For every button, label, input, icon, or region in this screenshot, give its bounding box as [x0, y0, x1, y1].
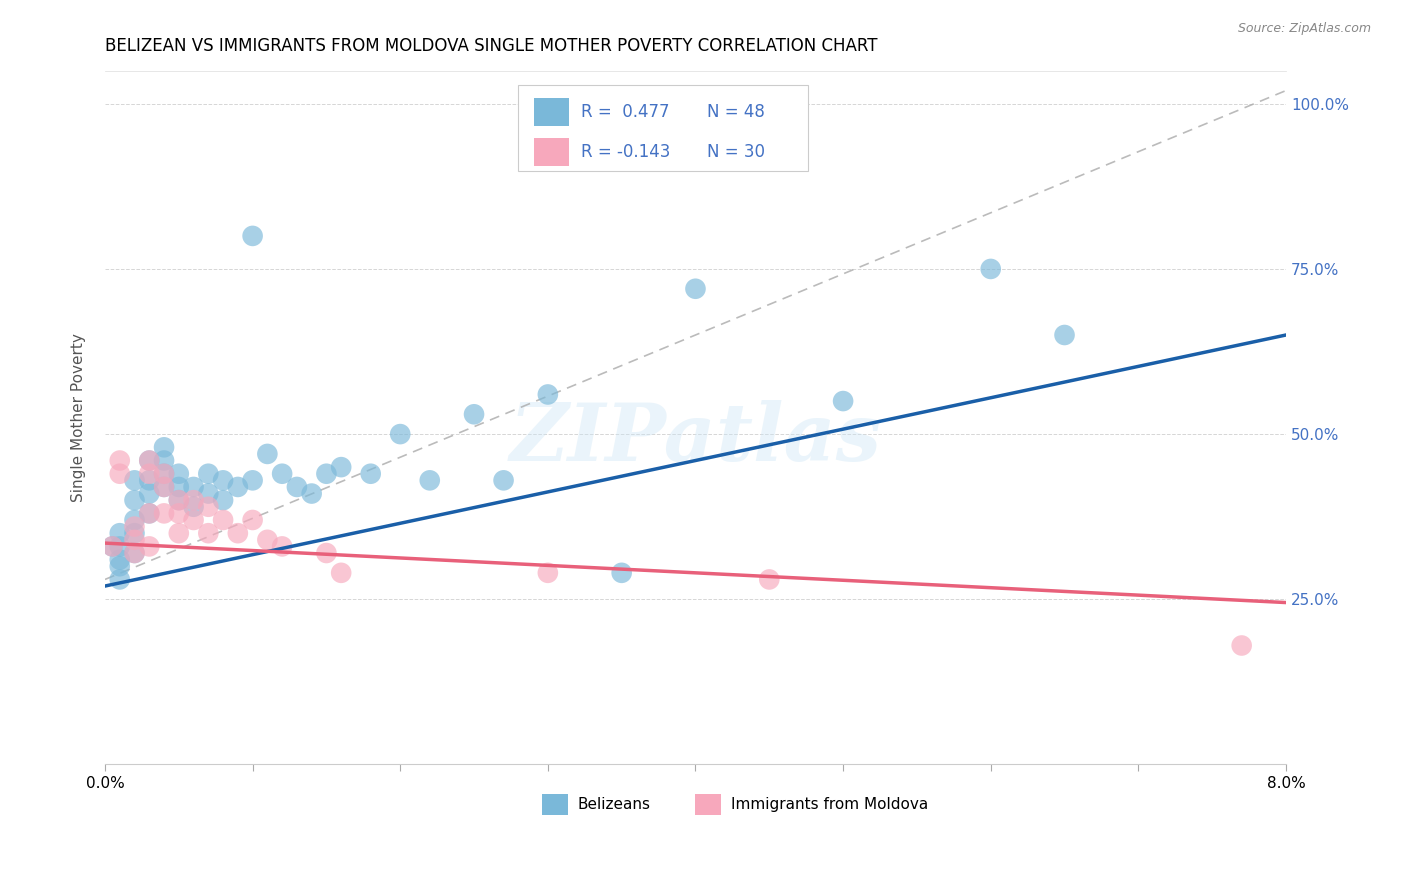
Text: R = -0.143: R = -0.143 [581, 143, 671, 161]
Point [124, 533, 146, 547]
Point [537, 387, 560, 401]
Point [108, 552, 131, 566]
Point [330, 460, 353, 475]
Point [242, 474, 264, 488]
Point [256, 447, 278, 461]
Point [101, 540, 124, 554]
Point [315, 467, 337, 481]
Point [242, 228, 264, 243]
Point [124, 493, 146, 508]
Point [167, 480, 190, 494]
Point [758, 573, 780, 587]
Point [138, 453, 160, 467]
Point [124, 546, 146, 560]
FancyBboxPatch shape [696, 794, 721, 815]
Point [153, 507, 176, 521]
Point [832, 394, 855, 409]
Point [108, 526, 131, 541]
Point [242, 513, 264, 527]
Point [167, 493, 190, 508]
Point [108, 559, 131, 574]
Point [183, 500, 205, 514]
Point [108, 540, 131, 554]
Point [685, 282, 707, 296]
Point [183, 513, 205, 527]
Point [153, 480, 176, 494]
Point [360, 467, 382, 481]
Point [124, 513, 146, 527]
Text: N = 48: N = 48 [707, 103, 765, 121]
Text: Immigrants from Moldova: Immigrants from Moldova [731, 797, 928, 812]
Point [271, 540, 294, 554]
Text: ZIPatlas: ZIPatlas [509, 400, 882, 477]
Point [197, 486, 219, 500]
Point [138, 453, 160, 467]
Point [226, 480, 249, 494]
Point [1053, 328, 1076, 343]
FancyBboxPatch shape [534, 98, 569, 126]
Point [389, 427, 412, 442]
Point [212, 493, 235, 508]
Point [167, 467, 190, 481]
Point [153, 453, 176, 467]
Point [212, 513, 235, 527]
Point [101, 540, 124, 554]
FancyBboxPatch shape [534, 138, 569, 166]
Point [153, 480, 176, 494]
Point [138, 507, 160, 521]
Point [108, 573, 131, 587]
Point [183, 480, 205, 494]
Point [330, 566, 353, 580]
Point [138, 507, 160, 521]
Point [537, 566, 560, 580]
Text: Source: ZipAtlas.com: Source: ZipAtlas.com [1237, 22, 1371, 36]
Point [271, 467, 294, 481]
Text: Belizeans: Belizeans [578, 797, 651, 812]
Point [167, 507, 190, 521]
Point [138, 474, 160, 488]
FancyBboxPatch shape [519, 85, 807, 171]
Point [153, 440, 176, 454]
Point [124, 526, 146, 541]
Point [226, 526, 249, 541]
Point [153, 467, 176, 481]
Point [138, 540, 160, 554]
Point [108, 467, 131, 481]
Y-axis label: Single Mother Poverty: Single Mother Poverty [72, 333, 86, 502]
FancyBboxPatch shape [541, 794, 568, 815]
Point [108, 453, 131, 467]
Text: BELIZEAN VS IMMIGRANTS FROM MOLDOVA SINGLE MOTHER POVERTY CORRELATION CHART: BELIZEAN VS IMMIGRANTS FROM MOLDOVA SING… [105, 37, 877, 55]
Point [315, 546, 337, 560]
Text: N = 30: N = 30 [707, 143, 765, 161]
Point [492, 474, 515, 488]
Point [167, 526, 190, 541]
Point [138, 486, 160, 500]
Point [980, 261, 1002, 276]
Point [1230, 639, 1253, 653]
Point [183, 493, 205, 508]
Point [124, 474, 146, 488]
Point [419, 474, 441, 488]
Point [138, 467, 160, 481]
Point [256, 533, 278, 547]
Point [124, 519, 146, 533]
Point [197, 467, 219, 481]
Point [212, 474, 235, 488]
Point [463, 407, 485, 421]
Point [153, 467, 176, 481]
Text: R =  0.477: R = 0.477 [581, 103, 669, 121]
Point [610, 566, 633, 580]
Point [167, 493, 190, 508]
Point [197, 526, 219, 541]
Point [124, 546, 146, 560]
Point [301, 486, 323, 500]
Point [197, 500, 219, 514]
Point [285, 480, 308, 494]
